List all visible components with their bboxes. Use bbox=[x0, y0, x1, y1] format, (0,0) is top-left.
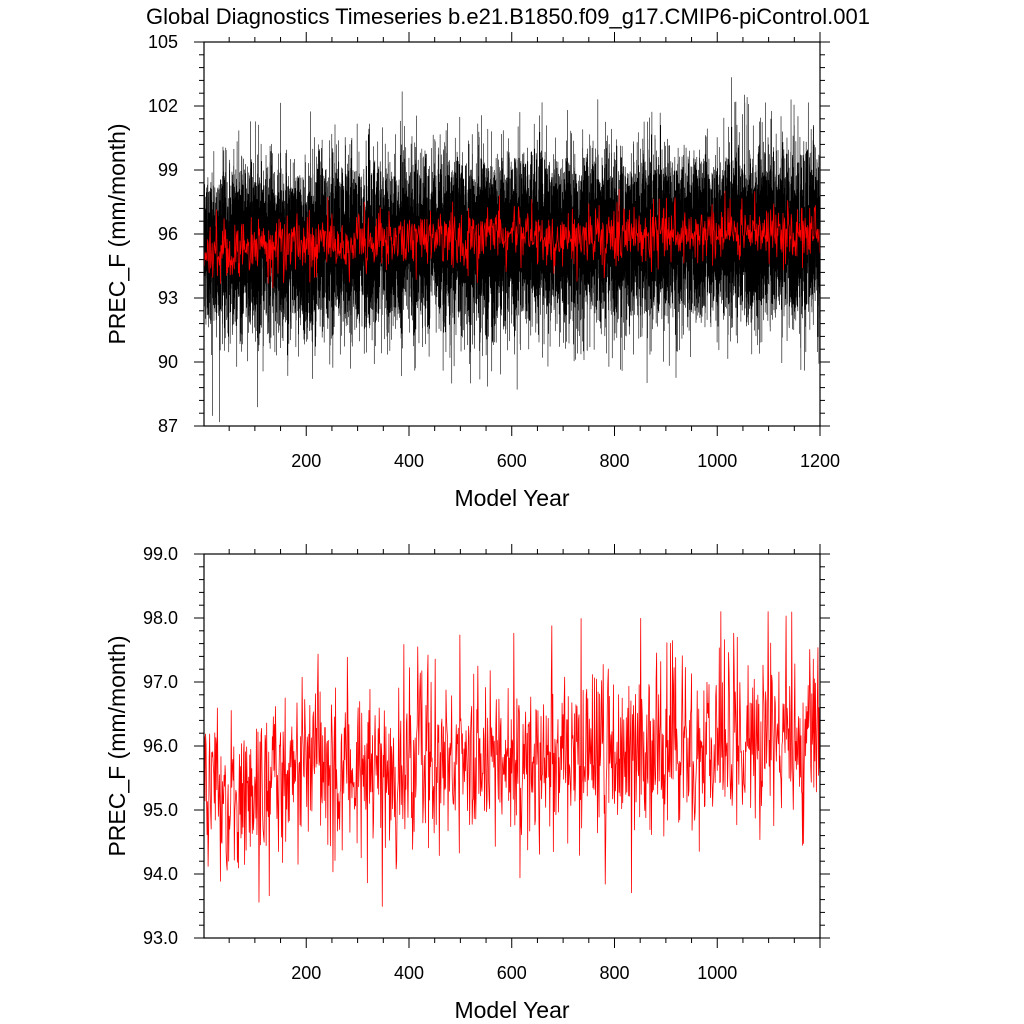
y-tick-label: 99 bbox=[158, 160, 178, 180]
y-tick-label: 96 bbox=[158, 224, 178, 244]
y-tick-label: 97.0 bbox=[143, 672, 178, 692]
x-tick-label: 800 bbox=[599, 963, 629, 983]
x-tick-label: 200 bbox=[291, 451, 321, 471]
y-axis-label: PREC_F (mm/month) bbox=[104, 635, 130, 856]
x-tick-label: 1000 bbox=[697, 451, 737, 471]
y-tick-label: 102 bbox=[148, 96, 178, 116]
x-tick-label: 1200 bbox=[800, 451, 840, 471]
x-tick-label: 400 bbox=[394, 451, 424, 471]
series-line-annual bbox=[204, 611, 820, 907]
series-line-monthly bbox=[204, 77, 820, 423]
x-tick-label: 200 bbox=[291, 963, 321, 983]
chart-title: Global Diagnostics Timeseries b.e21.B185… bbox=[146, 4, 870, 29]
x-tick-label: 600 bbox=[497, 963, 527, 983]
y-tick-label: 93 bbox=[158, 288, 178, 308]
x-tick-label: 400 bbox=[394, 963, 424, 983]
x-axis-label: Model Year bbox=[454, 997, 569, 1023]
y-tick-label: 94.0 bbox=[143, 864, 178, 884]
x-tick-label: 1000 bbox=[697, 963, 737, 983]
x-tick-label: 600 bbox=[497, 451, 527, 471]
y-tick-label: 98.0 bbox=[143, 608, 178, 628]
y-tick-label: 93.0 bbox=[143, 928, 178, 948]
series-line-annual bbox=[204, 188, 820, 289]
y-tick-label: 90 bbox=[158, 352, 178, 372]
y-tick-label: 105 bbox=[148, 32, 178, 52]
y-tick-label: 99.0 bbox=[143, 544, 178, 564]
y-axis-label: PREC_F (mm/month) bbox=[104, 123, 130, 344]
bottom-panel-annual: 200 400 600 800 1000 93.0 94.0 95.0 96.0 97.0 98.0… bbox=[104, 544, 830, 1023]
top-panel-monthly-annual: 200 400 600 800 1000 1200 87 90 93 96 99 102 105 Mode… bbox=[104, 32, 840, 511]
y-tick-label: 87 bbox=[158, 416, 178, 436]
y-tick-label: 96.0 bbox=[143, 736, 178, 756]
x-tick-label: 800 bbox=[599, 451, 629, 471]
x-axis-label: Model Year bbox=[454, 485, 569, 511]
y-tick-label: 95.0 bbox=[143, 800, 178, 820]
